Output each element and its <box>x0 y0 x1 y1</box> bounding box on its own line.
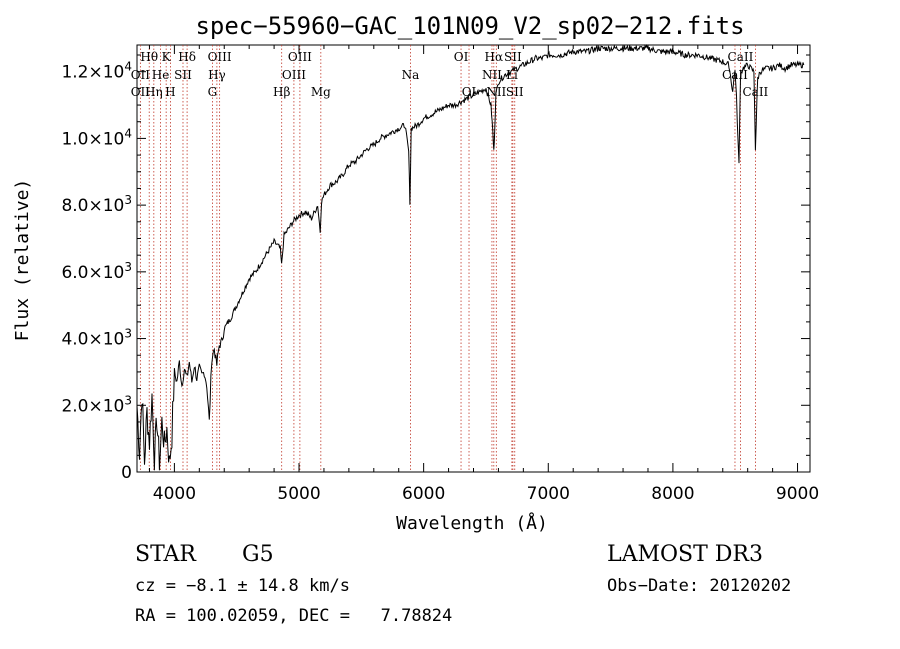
x-tick-label: 5000 <box>277 484 320 504</box>
spectral-line-label: Hδ <box>178 50 196 64</box>
y-tick-label: 6.0×103 <box>61 260 132 283</box>
spectrum-line <box>136 44 805 471</box>
y-axis: 0 2.0×103 4.0×103 6.0×103 8.0×103 1.0×104 1.2×… <box>61 54 810 483</box>
y-tick-label: 2.0×103 <box>61 393 132 416</box>
spectral-line-label: K <box>162 50 172 64</box>
spectral-line-label: Hγ <box>208 68 226 82</box>
chart-title: spec−55960−GAC_101N09_V2_sp02−212.fits <box>195 12 744 40</box>
spectral-line-label: CaII <box>728 50 754 64</box>
spectral-line-label: SII <box>506 85 524 99</box>
spectral-line-label: Na <box>402 68 420 82</box>
spectral-line-label: Hα <box>485 50 504 64</box>
ra-dec-coordinates: RA = 100.02059, DEC = 7.78824 <box>135 606 452 626</box>
spectral-line-label: Hθ <box>140 50 158 64</box>
y-tick-label: 1.2×104 <box>61 60 132 83</box>
object-subclass: G5 <box>242 542 274 567</box>
y-tick-label: 4.0×103 <box>61 327 132 350</box>
spectral-line-label: Hβ <box>273 85 290 99</box>
spectral-line-label: NII <box>482 68 502 82</box>
redshift-cz: cz = −8.1 ± 14.8 km/s <box>135 576 350 596</box>
spectral-line-label: Hη <box>145 85 163 99</box>
x-tick-label: 8000 <box>651 484 694 504</box>
spectral-line-label: CaII <box>742 85 768 99</box>
spectral-line-label: Li <box>506 68 518 82</box>
spectral-line-label: OIII <box>208 50 232 64</box>
spectral-line-label: OIII <box>282 68 306 82</box>
y-tick-label: 1.0×104 <box>61 126 132 149</box>
spectral-line-label: G <box>208 85 218 99</box>
plot-frame <box>136 44 811 473</box>
spectral-line-label: He <box>152 68 170 82</box>
object-class: STAR <box>135 542 197 567</box>
spectral-line-label: H <box>165 85 175 99</box>
x-axis-label: Wavelength (Å) <box>396 512 548 534</box>
spectral-line-label: Mg <box>311 85 331 99</box>
observation-date: Obs−Date: 20120202 <box>607 576 791 596</box>
spectral-line-label: SII <box>174 68 192 82</box>
x-axis: 4000 5000 6000 7000 8000 9000 <box>148 45 819 504</box>
x-tick-label: 4000 <box>153 484 196 504</box>
spectral-line-label: OIII <box>288 50 312 64</box>
spectral-line-label: OI <box>462 85 477 99</box>
y-axis-label: Flux (relative) <box>12 179 33 342</box>
spectral-line-label: OII <box>131 85 151 99</box>
x-tick-label: 6000 <box>402 484 445 504</box>
x-tick-label: 9000 <box>776 484 819 504</box>
x-tick-label: 7000 <box>527 484 570 504</box>
spectral-line-label: OI <box>454 50 469 64</box>
spectral-line-label: SII <box>504 50 522 64</box>
spectral-line-markers <box>139 45 756 472</box>
y-tick-label: 0 <box>121 463 132 483</box>
survey-name: LAMOST DR3 <box>607 542 763 567</box>
spectral-line-label: OII <box>131 68 151 82</box>
spectral-line-labels: Hθ K Hδ OII He SII OIII Hγ G OIII OIII Hβ Mg Na OI OI Hα… <box>131 50 769 99</box>
y-tick-label: 8.0×103 <box>61 193 132 216</box>
